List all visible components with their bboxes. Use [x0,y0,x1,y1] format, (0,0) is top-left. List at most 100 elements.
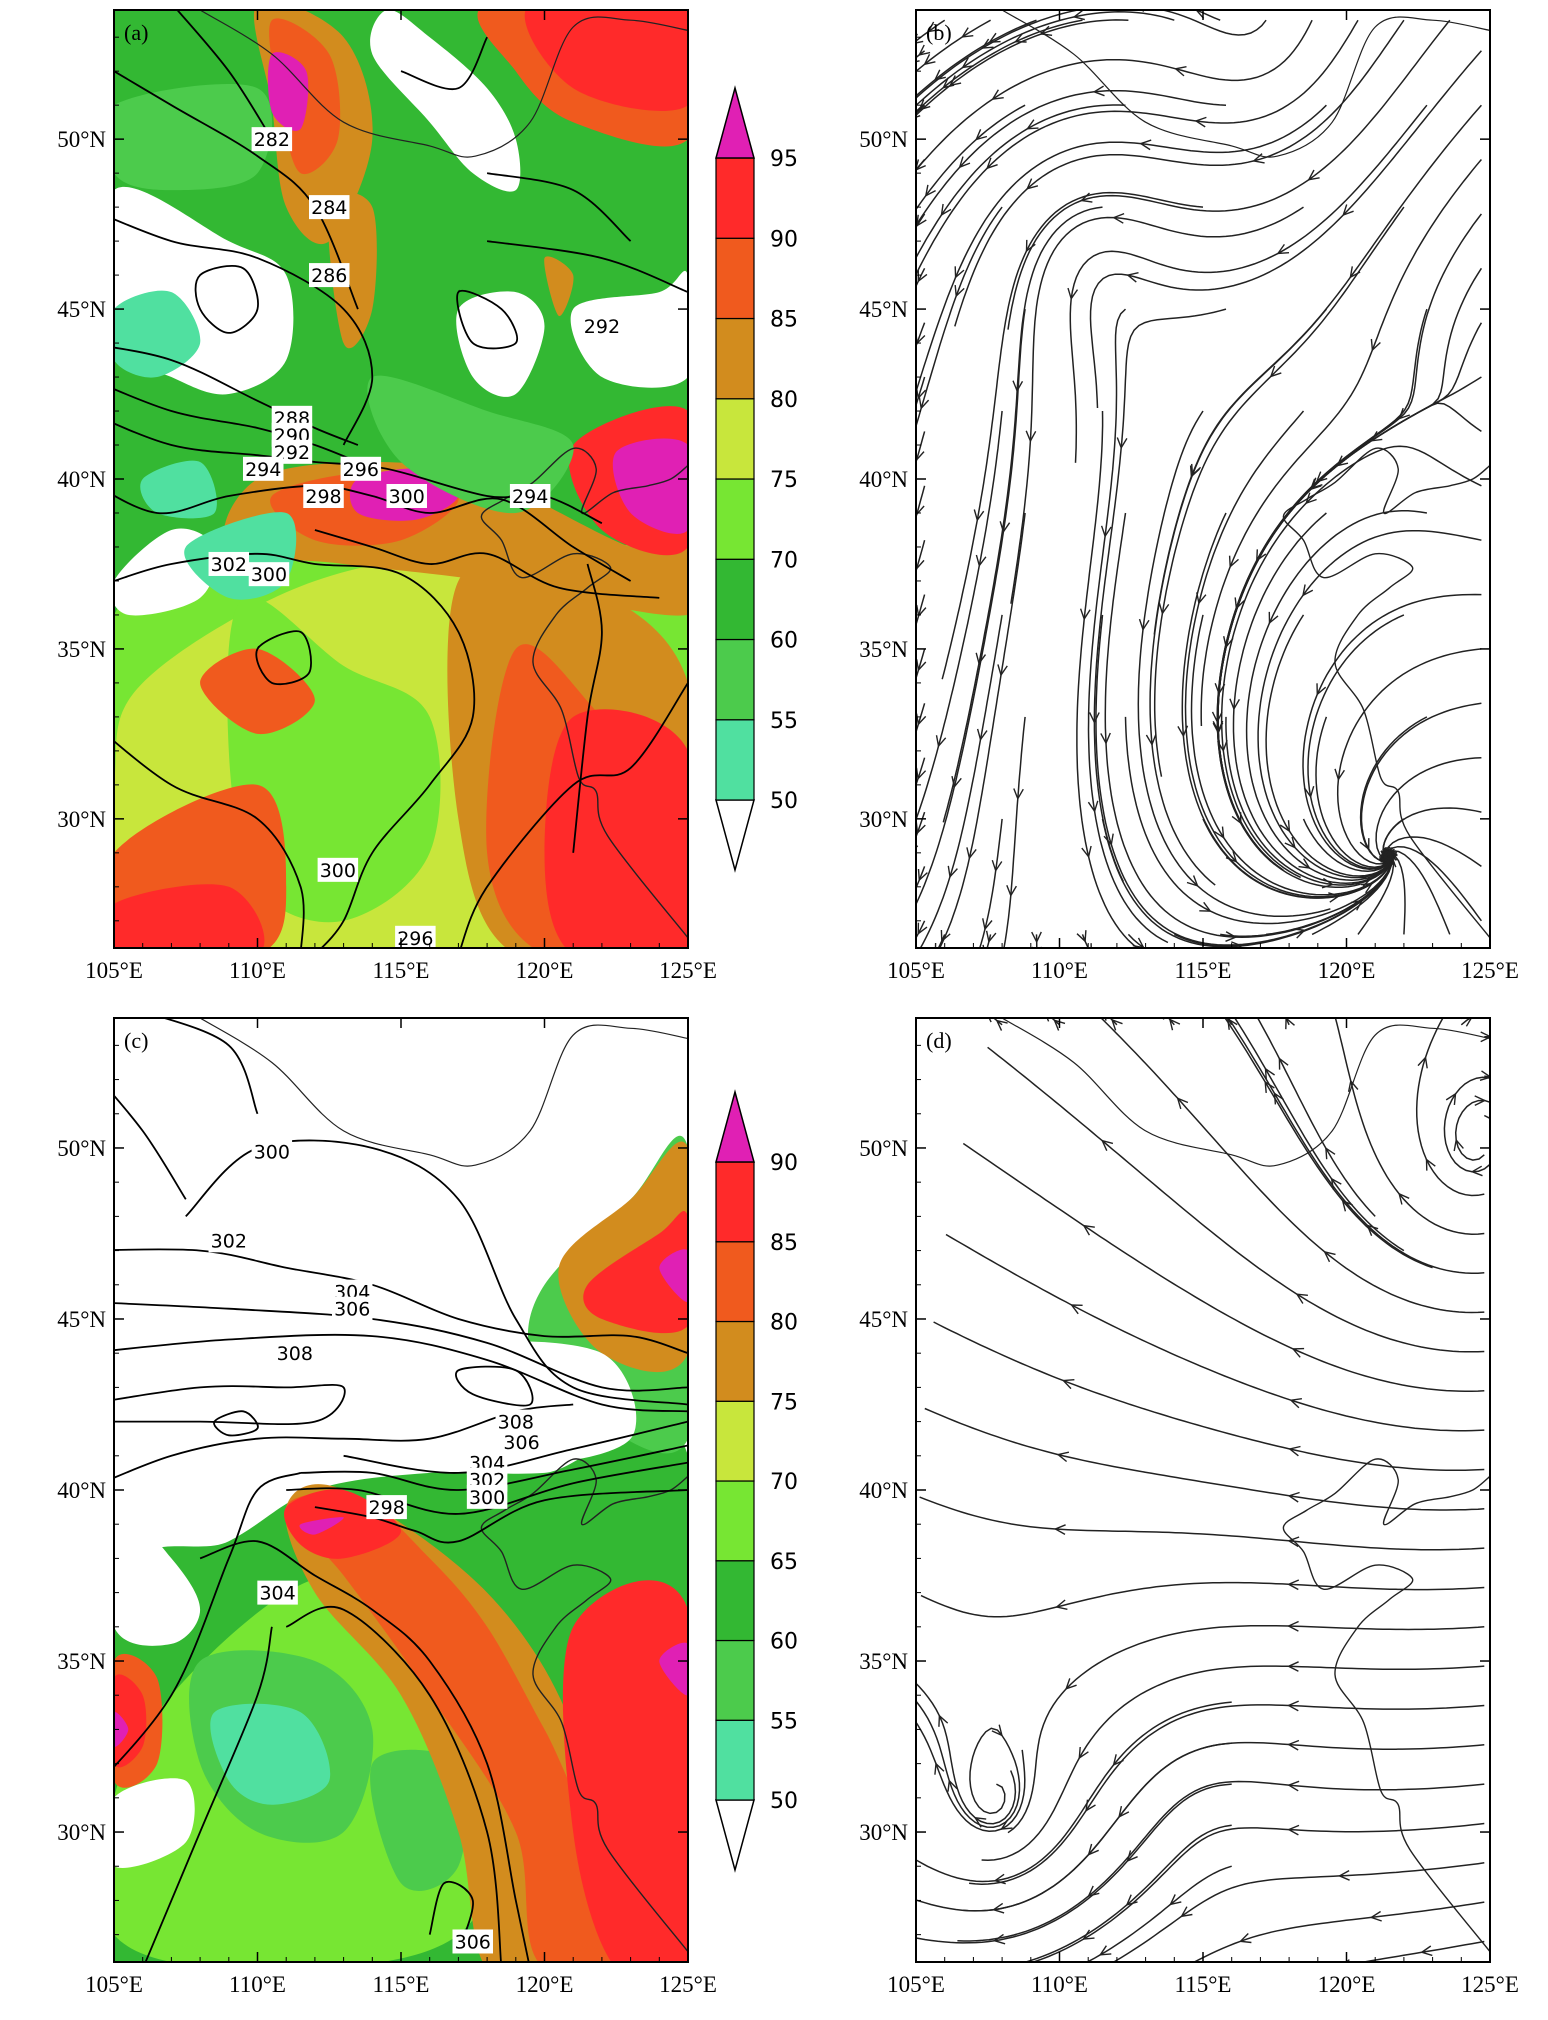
streamline-arrow [1461,1018,1473,1027]
streamline [987,1046,1485,1353]
x-tick-label: 125°E [659,1972,717,1997]
streamline-arrow [1359,876,1373,887]
streamline-arrow [906,360,915,371]
colorbar-over-triangle [715,1089,755,1163]
national-border [1001,10,1490,158]
streamline-arrow [917,270,928,283]
humidity-region [524,10,688,111]
isentrope-contour [176,10,273,140]
streamline [919,614,1003,948]
streamline [1112,1862,1485,1962]
streamline-arrow [1425,1158,1436,1171]
contour-label: 306 [503,1432,539,1454]
colorbar-over-triangle [715,85,755,159]
panel-b-streamlines [906,10,1490,948]
streamline-arrow [992,1902,1005,1914]
coastline [480,1458,688,1953]
streamline [916,410,1003,822]
colorbar-band [715,558,755,641]
streamline-arrow [1055,1599,1068,1610]
streamline-arrow [1078,1746,1089,1760]
streamline-arrow [1092,85,1105,97]
streamline-arrow [1286,1700,1299,1712]
streamline-arrow [1229,698,1241,711]
streamline-arrow [1302,584,1314,597]
contour-label-box [386,483,427,508]
colorbar-tick-label: 65 [770,1550,798,1575]
y-tick-label: 50°N [57,127,106,152]
streamline-arrow [1316,683,1327,696]
x-tick-label: 120°E [516,958,574,983]
isentrope-contour [213,1410,259,1437]
colorbar-tick-label: 60 [770,629,798,654]
streamline-arrow [1169,1894,1182,1906]
streamline [1484,1075,1490,1078]
isentrope-contour [286,1461,688,1515]
colorbar-tick-label: 50 [770,789,798,814]
y-tick-label: 45°N [859,297,908,322]
humidity-region [562,1580,688,1962]
streamline-arrow [1420,1945,1433,1957]
streamline-arrow [916,60,920,63]
panel-label: (b) [926,20,952,45]
streamline-arrow [1168,1018,1181,1031]
isentrope-contour [456,289,518,350]
streamline [1256,1018,1376,1217]
streamline-arrow [934,942,945,948]
y-tick-label: 30°N [57,1820,106,1845]
contour-label-box [257,1580,298,1605]
streamline-arrow [1065,1678,1077,1690]
streamline-arrow [1087,1885,1100,1898]
streamline [1226,1018,1233,1026]
streamline [969,1704,1485,1885]
streamline-arrow [1288,1445,1301,1457]
streamline-arrow [1291,1347,1305,1358]
y-tick-label: 50°N [859,127,908,152]
colorbar-tick-label: 90 [770,1151,798,1176]
isentrope-contour [285,1606,502,1962]
streamline-arrow [1126,272,1139,283]
contour-label: 306 [334,1299,370,1321]
streamline-arrow [986,157,998,170]
streamline-arrow [918,99,931,111]
streamline-arrow [1417,1055,1428,1069]
streamline-arrow [1264,1067,1275,1080]
streamline [1460,1018,1472,1026]
streamline-arrow [906,233,915,244]
streamline-arrow [1342,204,1354,217]
streamline-arrow [1238,1933,1252,1944]
streamline-arrow [1303,786,1315,799]
streamline-arrow [975,554,987,568]
streamline-arrow [966,847,977,860]
streamline-arrow [961,57,974,69]
streamline-arrow [1116,437,1128,450]
streamline-arrow [1112,1754,1124,1767]
streamline [916,10,1267,99]
streamline [1087,308,1169,944]
y-tick-label: 50°N [859,1136,908,1161]
streamline-arrow [1118,1805,1130,1819]
streamline-arrow [1214,826,1225,839]
streamline [916,1701,1232,1883]
streamline [916,1699,1021,1828]
isentrope-contour [572,563,603,853]
streamline-arrow [994,1963,1005,1972]
isentrope-contour [114,1472,301,1769]
x-tick-label: 120°E [516,1972,574,1997]
streamline-arrow [958,156,971,169]
streamline-arrow [985,930,997,944]
colorbar-band [715,317,755,400]
streamline [1050,1018,1061,1026]
streamline-arrow [1025,430,1037,443]
streamline [1007,19,1451,330]
streamline-arrow [1186,875,1199,887]
streamline-arrow [1474,1095,1487,1107]
streamline [920,1581,1485,1618]
y-tick-label: 45°N [859,1307,908,1332]
streamline-arrow [988,32,1001,43]
colorbar-band [715,1639,755,1721]
streamline-arrow [991,1724,1003,1737]
streamline-arrow [1287,1491,1300,1503]
streamline-arrow [1298,858,1311,869]
